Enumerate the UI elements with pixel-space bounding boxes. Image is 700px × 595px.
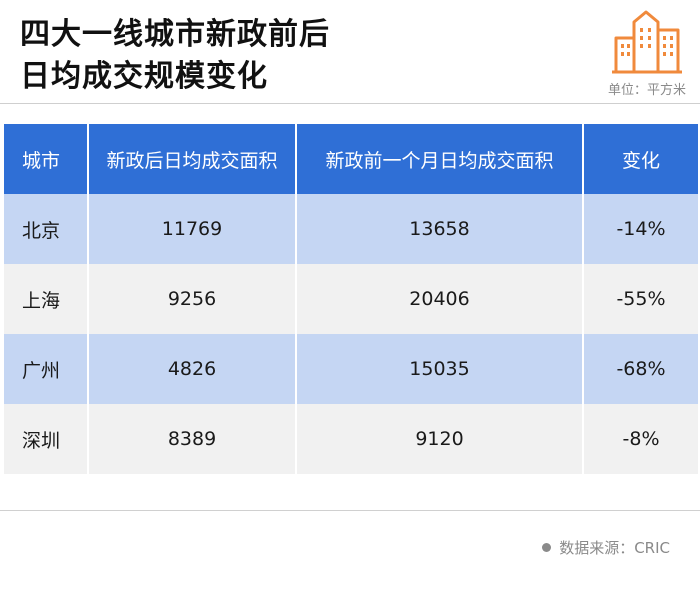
cell-change: -68%: [583, 334, 698, 404]
column-header-change: 变化: [583, 124, 698, 194]
source-note: 数据来源：CRIC: [542, 537, 670, 558]
column-header-after: 新政后日均成交面积: [88, 124, 297, 194]
buildings-icon: [612, 8, 682, 76]
cell-before: 15035: [296, 334, 584, 404]
table-row: 广州 4826 15035 -68%: [4, 334, 698, 404]
cell-before: 13658: [296, 194, 584, 264]
cell-before: 20406: [296, 264, 584, 334]
source-text: 数据来源：CRIC: [559, 539, 670, 557]
cell-after: 9256: [88, 264, 297, 334]
column-header-before: 新政前一个月日均成交面积: [296, 124, 584, 194]
unit-label: 单位：平方米: [607, 83, 686, 98]
data-table: 城市 新政后日均成交面积 新政前一个月日均成交面积 变化 北京 11769 13…: [4, 124, 698, 474]
table-row: 上海 9256 20406 -55%: [4, 264, 698, 334]
divider-bottom: [0, 510, 700, 511]
cell-change: -55%: [583, 264, 698, 334]
cell-after: 11769: [88, 194, 297, 264]
title-block: 四大一线城市新政前后 日均成交规模变化: [20, 14, 580, 98]
table-header-row: 城市 新政后日均成交面积 新政前一个月日均成交面积 变化: [4, 124, 698, 194]
page-title-line-1: 四大一线城市新政前后: [20, 17, 330, 52]
cell-city: 上海: [4, 264, 89, 334]
data-table-wrapper: 城市 新政后日均成交面积 新政前一个月日均成交面积 变化 北京 11769 13…: [4, 124, 698, 474]
cell-after: 8389: [88, 404, 297, 474]
cell-change: -14%: [583, 194, 698, 264]
bullet-dot-icon: [542, 543, 552, 552]
table-row: 北京 11769 13658 -14%: [4, 194, 698, 264]
table-row: 深圳 8389 9120 -8%: [4, 404, 698, 474]
cell-change: -8%: [583, 404, 698, 474]
divider-top: [0, 103, 700, 104]
cell-city: 深圳: [4, 404, 89, 474]
page-title-line-2: 日均成交规模变化: [20, 59, 268, 94]
cell-city: 北京: [4, 194, 89, 264]
cell-city: 广州: [4, 334, 89, 404]
cell-after: 4826: [88, 334, 297, 404]
cell-before: 9120: [296, 404, 584, 474]
column-header-city: 城市: [4, 124, 89, 194]
